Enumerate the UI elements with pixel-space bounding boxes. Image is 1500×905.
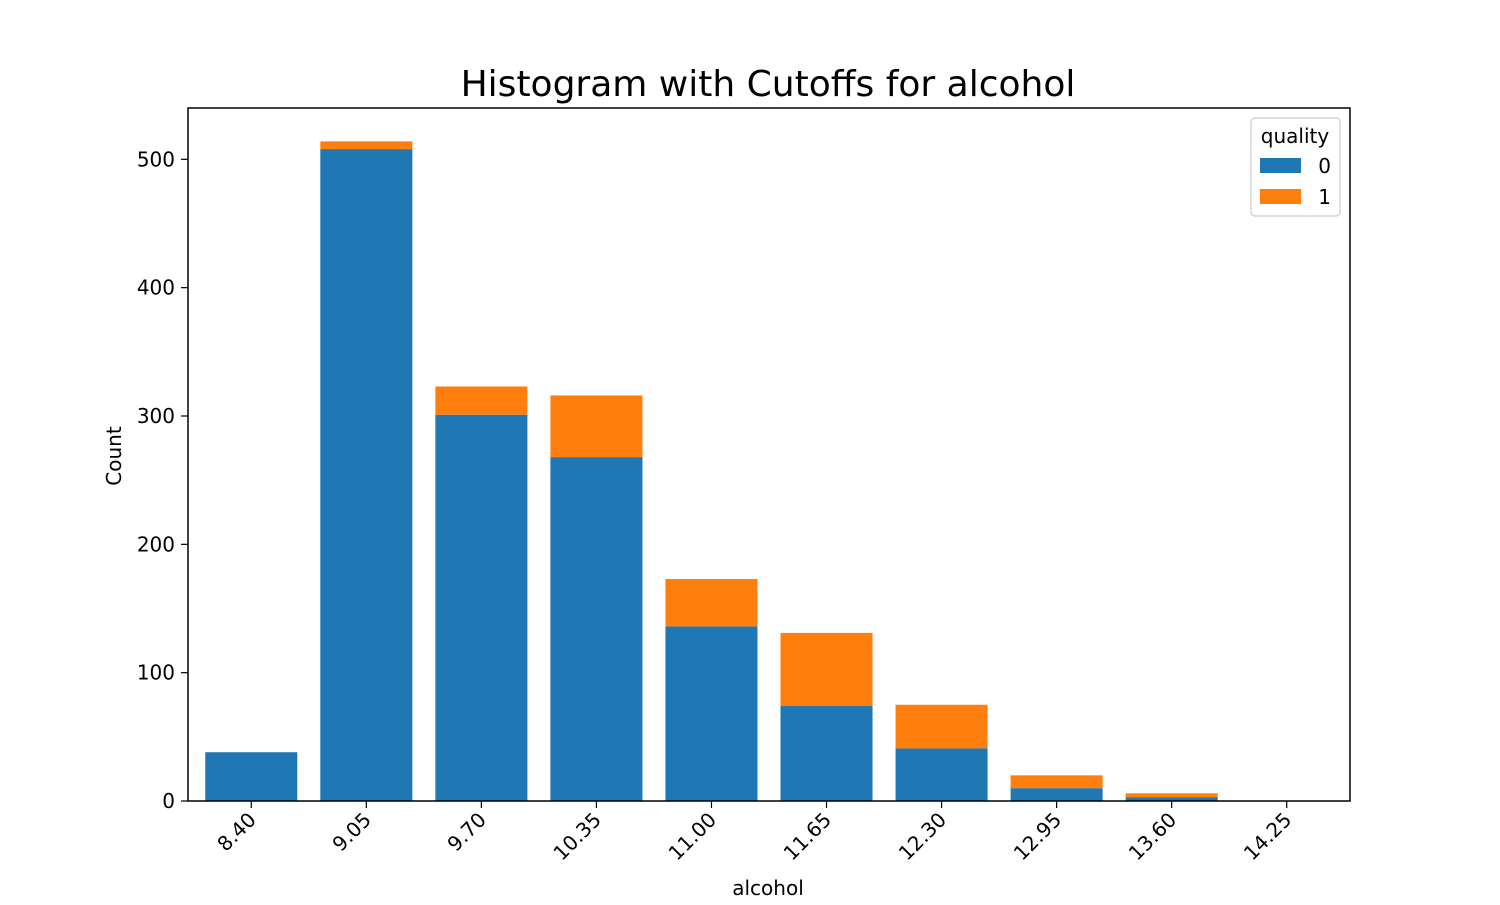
bar-quality-1-11.65 (780, 632, 873, 707)
y-tick-label: 0 (162, 789, 175, 813)
bar-quality-0-9.70 (435, 414, 528, 801)
legend-title: quality (1261, 124, 1330, 148)
bar-quality-0-10.35 (550, 457, 643, 801)
bar-quality-1-10.35 (550, 395, 643, 458)
bar-quality-1-11.00 (665, 578, 758, 627)
legend-label-0: 0 (1318, 154, 1331, 178)
bar-quality-0-13.60 (1125, 797, 1218, 801)
bar-quality-0-12.95 (1010, 788, 1103, 801)
legend-label-1: 1 (1318, 185, 1331, 209)
bar-quality-1-12.30 (895, 704, 988, 749)
y-axis-label: Count (102, 426, 126, 486)
bar-quality-0-12.30 (895, 748, 988, 801)
legend: quality 0 1 (1250, 117, 1341, 217)
bar-quality-1-13.60 (1125, 793, 1218, 798)
y-tick-label: 500 (137, 147, 175, 171)
bar-quality-1-9.70 (435, 386, 528, 415)
bar-quality-1-9.05 (320, 141, 413, 150)
legend-swatch-0 (1260, 158, 1301, 173)
bar-quality-0-11.00 (665, 626, 758, 801)
y-tick-label: 200 (137, 532, 175, 556)
bar-quality-0-11.65 (780, 706, 873, 801)
bar-quality-0-8.40 (205, 752, 298, 801)
bar-quality-1-12.95 (1010, 775, 1103, 789)
y-axis: 0 100 200 300 400 500 (137, 147, 188, 813)
x-axis-label: alcohol (732, 876, 804, 900)
y-tick-label: 100 (137, 661, 175, 685)
plot-area (205, 141, 1218, 801)
chart-title: Histogram with Cutoffs for alcohol (461, 64, 1076, 105)
axes-frame (187, 107, 1351, 802)
y-tick-label: 400 (137, 276, 175, 300)
y-tick-label: 300 (137, 404, 175, 428)
bar-quality-0-9.05 (320, 149, 413, 801)
legend-swatch-1 (1260, 189, 1301, 204)
